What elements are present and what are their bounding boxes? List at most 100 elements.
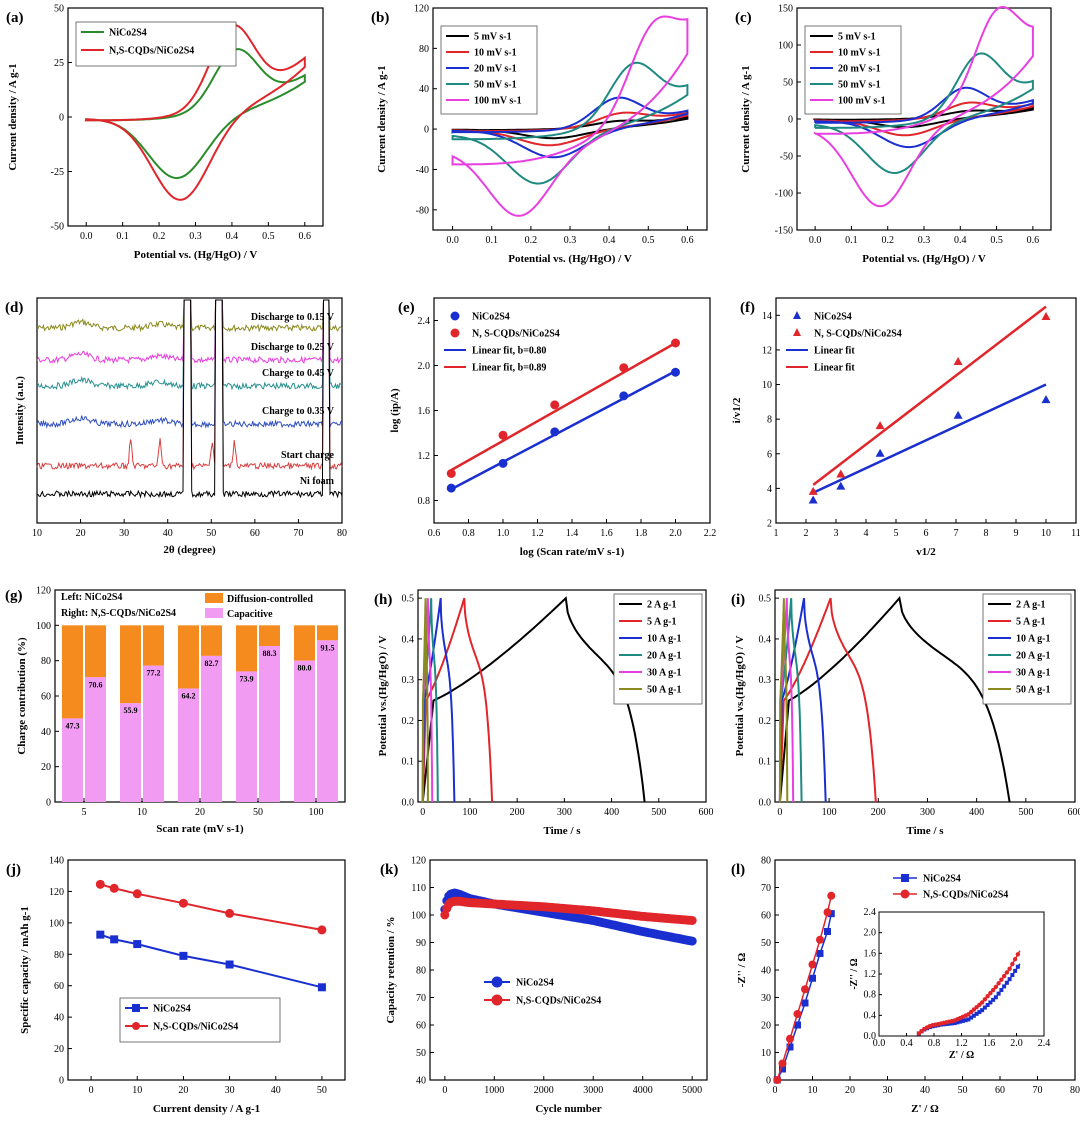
legend-label: 5 A g-1: [647, 617, 676, 628]
x-tick-label: 0.6: [1027, 235, 1040, 246]
x-tick-label: 40: [920, 1085, 930, 1096]
gcd-curve-5: [421, 598, 429, 803]
x-axis-label: Potential vs. (Hg/HgO) / V: [862, 253, 986, 265]
x-tick-label: 20: [845, 1085, 855, 1096]
data-point: [1041, 312, 1051, 321]
x-tick-label: 0.2: [881, 235, 894, 246]
legend-label: 50 mV s-1: [838, 80, 881, 91]
data-point: [808, 495, 818, 504]
inset-point: [1012, 956, 1018, 962]
bar-diffusion-left: [178, 625, 199, 689]
x-tick-label: 0.4: [603, 235, 616, 246]
panel-label: (i): [731, 592, 745, 608]
legend-label: 5 mV s-1: [474, 32, 512, 43]
x-axis-label: v1/2: [916, 546, 936, 558]
bar-capacitive-right: [143, 665, 164, 802]
y-tick-label: -50: [51, 222, 64, 233]
panel-a: 0.0 0.1 0.2 0.3 0.4 0.5 0.6 -50 -25 0 25 50 Potentia…: [6, 4, 324, 261]
data-point: [178, 898, 188, 908]
y-tick-label: 0: [788, 115, 793, 126]
x-tick-label: 80: [1070, 1085, 1080, 1096]
y-tick-label: 12: [762, 345, 772, 356]
inset-point: [963, 1018, 968, 1023]
y-tick-label: 2.4: [418, 316, 431, 327]
x-tick-label: 20: [76, 528, 86, 539]
y-tick-label: 110: [411, 883, 426, 894]
inset-x-tick-label: 0.0: [873, 1038, 886, 1049]
y-tick-label: 80: [54, 950, 64, 961]
gcd-curve-2: [421, 598, 456, 803]
inset-point: [988, 1000, 993, 1005]
bar-diffusion-left: [62, 625, 83, 719]
y-tick-label: 40: [416, 1076, 426, 1087]
data-point: [827, 891, 836, 900]
data-point: [110, 935, 119, 944]
xrd-pattern-5: [36, 299, 343, 499]
note-right: Right: N,S-CQDs/NiCo2S4: [61, 608, 176, 619]
x-tick-label: 500: [1018, 807, 1033, 818]
cv-curve-1: [84, 23, 306, 201]
panel-label: (l): [731, 862, 745, 878]
y-tick-label: 0.5: [759, 594, 772, 605]
legend-swatch: [132, 1004, 140, 1012]
x-tick-label: 0.0: [80, 231, 93, 242]
x-tick-label: 60: [995, 1085, 1005, 1096]
bar-diffusion-right: [201, 625, 222, 656]
x-tick-label: 10: [132, 1085, 142, 1096]
y-axis-label: -Z'' / Ω: [736, 953, 748, 988]
x-axis-label: log (Scan rate/mV s-1): [520, 546, 625, 558]
x-tick-label: 0.6: [299, 231, 312, 242]
panel-label: (k): [380, 862, 398, 878]
data-point: [498, 430, 508, 440]
y-tick-label: 0.3: [759, 675, 772, 686]
x-tick-label: 1.8: [635, 528, 648, 539]
x-tick-label: 600: [699, 807, 714, 818]
bar-capacitive-left: [120, 703, 141, 802]
legend-box: [119, 997, 281, 1043]
x-tick-label: 3: [834, 528, 839, 539]
y-tick-label: 2: [767, 519, 772, 530]
data-point: [786, 1034, 794, 1043]
panel-k: 0 1000 2000 3000 4000 5000 40 50 60 70 80 90 100 110 1…: [380, 856, 708, 1115]
bar-capacitive-left: [62, 718, 83, 802]
y-tick-label: 80: [761, 856, 771, 867]
data-point: [779, 1065, 786, 1073]
data-point: [446, 483, 456, 493]
x-tick-label: 0.5: [642, 235, 655, 246]
inset-y-tick-label: 0.0: [864, 1031, 877, 1042]
y-tick-label: 0.8: [418, 496, 431, 507]
panel-j: 0 10 20 30 40 50 0 20 40 60 80 100 120 140 Current den…: [6, 856, 346, 1115]
y-tick-label: 30: [761, 993, 771, 1004]
legend-swatch: [900, 889, 910, 899]
panel-l: 0 10 20 30 40 50 60 70 80 0 10 20 30 40 50 60 70 80 Z' / Ω…: [731, 856, 1080, 1116]
legend-swatch: [450, 328, 460, 338]
x-tick-label: 50: [253, 807, 263, 818]
y-tick-label: -80: [416, 205, 429, 216]
plot-frame: [774, 589, 1076, 803]
x-tick-label: 0: [420, 807, 425, 818]
legend-label: N, S-CQDs/NiCo2S4: [472, 329, 560, 340]
inset-point: [1002, 984, 1007, 989]
plot-frame: [67, 859, 346, 1081]
y-tick-label: 100: [36, 621, 51, 632]
x-tick-label: 1000: [484, 1085, 504, 1096]
series-line-1: [100, 883, 323, 931]
y-tick-label: 40: [761, 966, 771, 977]
x-tick-label: 0: [442, 1085, 447, 1096]
y-tick-label: 0.5: [402, 594, 415, 605]
data-point: [953, 357, 963, 366]
inset-point: [1001, 973, 1007, 979]
y-tick-label: 150: [778, 4, 793, 15]
fit-line-0: [812, 383, 1047, 494]
inset-point: [985, 994, 990, 999]
x-tick-label: 50: [206, 528, 216, 539]
bar-value-label: 91.5: [321, 643, 335, 652]
legend-swatch: [491, 976, 503, 988]
x-tick-label: 4: [864, 528, 869, 539]
x-tick-label: 5: [82, 807, 87, 818]
x-tick-label: 60: [250, 528, 260, 539]
x-tick-label: 5000: [682, 1085, 702, 1096]
inset-y-tick-label: 2.0: [864, 928, 877, 939]
x-tick-label: 30: [225, 1085, 235, 1096]
